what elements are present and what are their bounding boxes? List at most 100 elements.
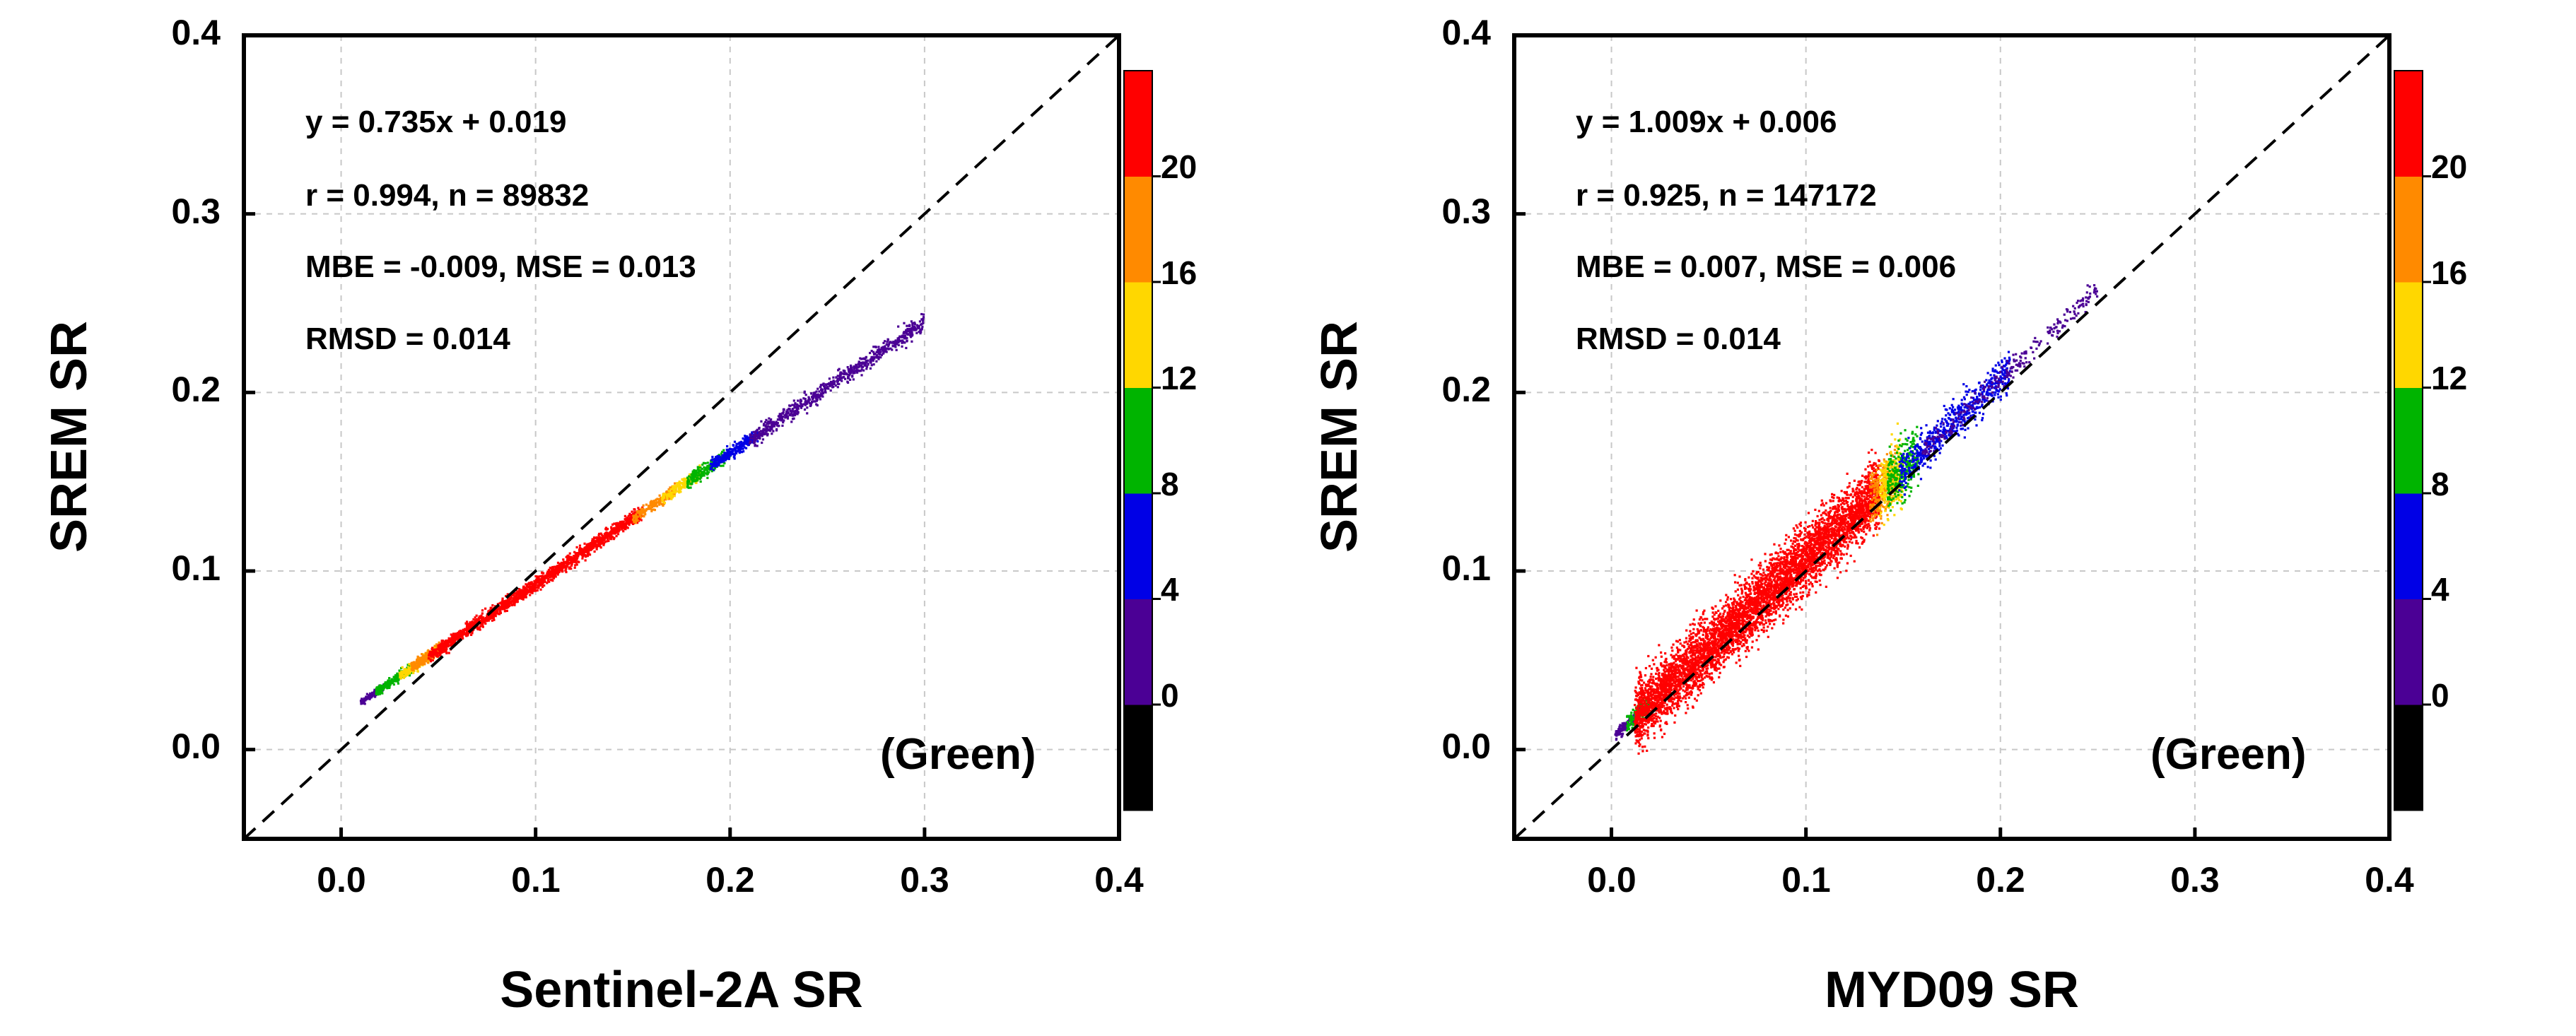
data-point (500, 607, 503, 610)
data-point (471, 632, 474, 635)
data-point (821, 391, 824, 394)
data-point (394, 678, 397, 682)
data-point (830, 382, 833, 385)
data-point (1630, 722, 1633, 724)
data-point (706, 466, 710, 469)
data-point (387, 681, 390, 683)
data-point (414, 667, 416, 670)
data-point (1873, 524, 1877, 526)
data-point (704, 472, 708, 475)
data-point (882, 352, 884, 355)
data-point (742, 445, 745, 447)
data-point (815, 394, 818, 396)
data-point (533, 585, 536, 588)
data-point (725, 452, 728, 454)
colorbar-tick-label: 12 (1161, 360, 1197, 396)
data-point (673, 495, 676, 498)
data-point (373, 688, 376, 691)
data-point (722, 460, 725, 463)
data-point (733, 440, 737, 443)
data-point (401, 666, 404, 669)
data-point (504, 604, 507, 606)
data-point (766, 434, 769, 437)
data-point (597, 534, 600, 537)
data-point (818, 390, 821, 393)
data-point (756, 445, 759, 447)
data-point (663, 502, 666, 505)
data-point (865, 359, 867, 362)
data-point (640, 519, 643, 522)
data-point (411, 664, 414, 666)
data-point (886, 347, 889, 350)
data-point (406, 669, 409, 671)
data-point (905, 346, 908, 350)
data-point (599, 539, 602, 543)
data-point (539, 575, 541, 578)
data-point (1627, 722, 1629, 725)
data-point (726, 449, 729, 452)
data-point (534, 584, 537, 587)
data-point (920, 328, 923, 331)
data-point (673, 482, 677, 485)
data-point (619, 520, 622, 524)
data-point (583, 542, 586, 545)
data-point (731, 448, 734, 451)
data-point (575, 563, 578, 566)
data-point (517, 591, 520, 594)
data-point (591, 540, 594, 543)
data-point (688, 480, 691, 483)
data-point (591, 544, 595, 547)
data-point (493, 610, 496, 613)
data-point (652, 500, 655, 502)
data-point (847, 373, 850, 376)
data-point (516, 591, 519, 594)
data-point (677, 484, 679, 487)
data-point (789, 410, 792, 413)
data-point (1728, 612, 1731, 615)
data-point (503, 610, 506, 613)
data-point (1650, 724, 1653, 728)
data-point (493, 618, 496, 621)
data-point (580, 551, 583, 554)
data-point (843, 370, 846, 372)
data-point (1757, 629, 1760, 632)
data-point (545, 577, 548, 579)
data-point (1708, 672, 1711, 676)
data-point (566, 555, 569, 558)
data-point (627, 514, 630, 517)
data-point (515, 594, 518, 597)
data-point (802, 397, 805, 400)
data-point (780, 418, 783, 421)
data-point (838, 367, 841, 370)
data-point (396, 674, 399, 677)
data-point (517, 596, 520, 600)
data-point (365, 693, 368, 695)
data-point (742, 450, 745, 453)
data-point (466, 632, 469, 635)
data-point (1751, 582, 1754, 585)
data-point (431, 647, 433, 650)
data-point (431, 652, 434, 655)
data-point (573, 558, 575, 561)
data-point (866, 359, 870, 362)
data-point (823, 387, 826, 389)
data-point (706, 473, 708, 476)
data-point (609, 531, 613, 534)
data-point (496, 610, 498, 613)
data-point (860, 358, 863, 360)
data-point (689, 482, 692, 485)
data-point (588, 548, 592, 551)
data-point (488, 616, 491, 618)
data-point (502, 601, 505, 604)
data-point (894, 346, 897, 348)
data-point (515, 591, 517, 594)
data-point (452, 642, 455, 644)
data-point (546, 572, 549, 575)
data-point (493, 612, 496, 615)
data-point (1867, 451, 1870, 454)
data-point (1625, 729, 1629, 732)
data-point (742, 447, 744, 450)
data-point (733, 447, 736, 450)
data-point (776, 418, 780, 421)
data-point (379, 689, 382, 692)
